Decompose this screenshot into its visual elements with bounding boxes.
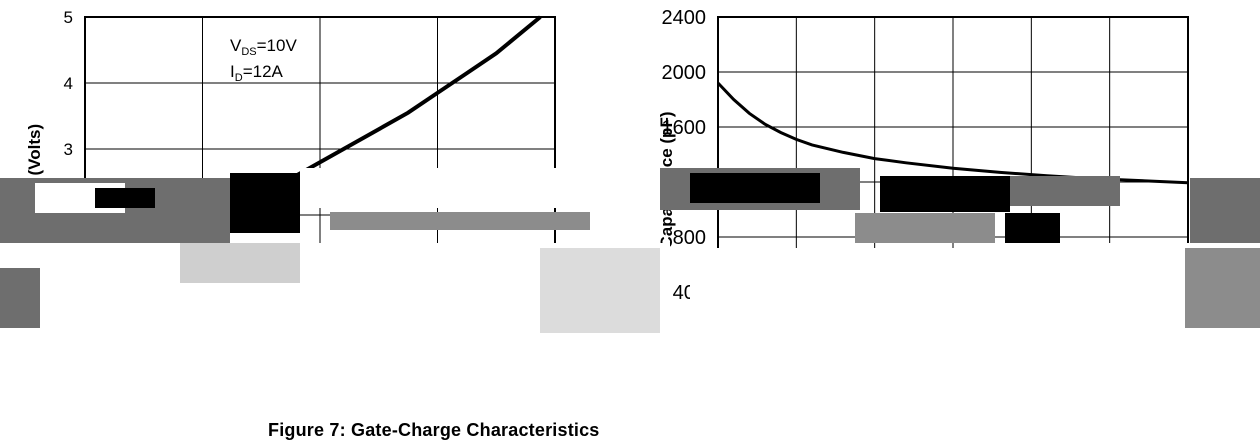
- cap-y-tick-label: 800: [673, 227, 706, 249]
- glitch-block: [540, 248, 660, 333]
- id-annotation: ID=12A: [230, 62, 284, 84]
- figure-caption: Figure 7: Gate-Charge Characteristics: [268, 420, 600, 440]
- glitch-block: [690, 248, 1000, 338]
- glitch-block: [300, 168, 680, 208]
- glitch-block: [690, 173, 820, 203]
- gate-y-tick-label: 4: [64, 74, 73, 93]
- glitch-block: [0, 333, 1260, 398]
- vds-annotation: VDS=10V: [230, 36, 297, 58]
- glitch-block: [1190, 178, 1260, 248]
- glitch-block: [880, 176, 1010, 212]
- glitch-block: [180, 243, 300, 283]
- glitch-block: [1005, 213, 1060, 243]
- glitch-block: [1010, 176, 1120, 206]
- glitch-block: [230, 173, 300, 233]
- glitch-band: [0, 168, 1260, 398]
- glitch-block: [330, 212, 590, 230]
- glitch-block: [855, 213, 995, 243]
- glitch-block: [95, 188, 155, 208]
- cap-y-tick-label: 2000: [662, 62, 707, 84]
- gate-y-tick-label: 5: [64, 8, 73, 27]
- gate-y-tick-label: 3: [64, 140, 73, 159]
- glitch-block: [1185, 248, 1260, 328]
- glitch-block: [0, 268, 40, 328]
- cap-y-tick-label: 1600: [662, 117, 707, 139]
- cap-y-tick-label: 2400: [662, 7, 707, 29]
